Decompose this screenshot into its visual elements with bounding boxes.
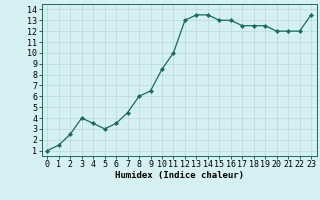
X-axis label: Humidex (Indice chaleur): Humidex (Indice chaleur)	[115, 171, 244, 180]
